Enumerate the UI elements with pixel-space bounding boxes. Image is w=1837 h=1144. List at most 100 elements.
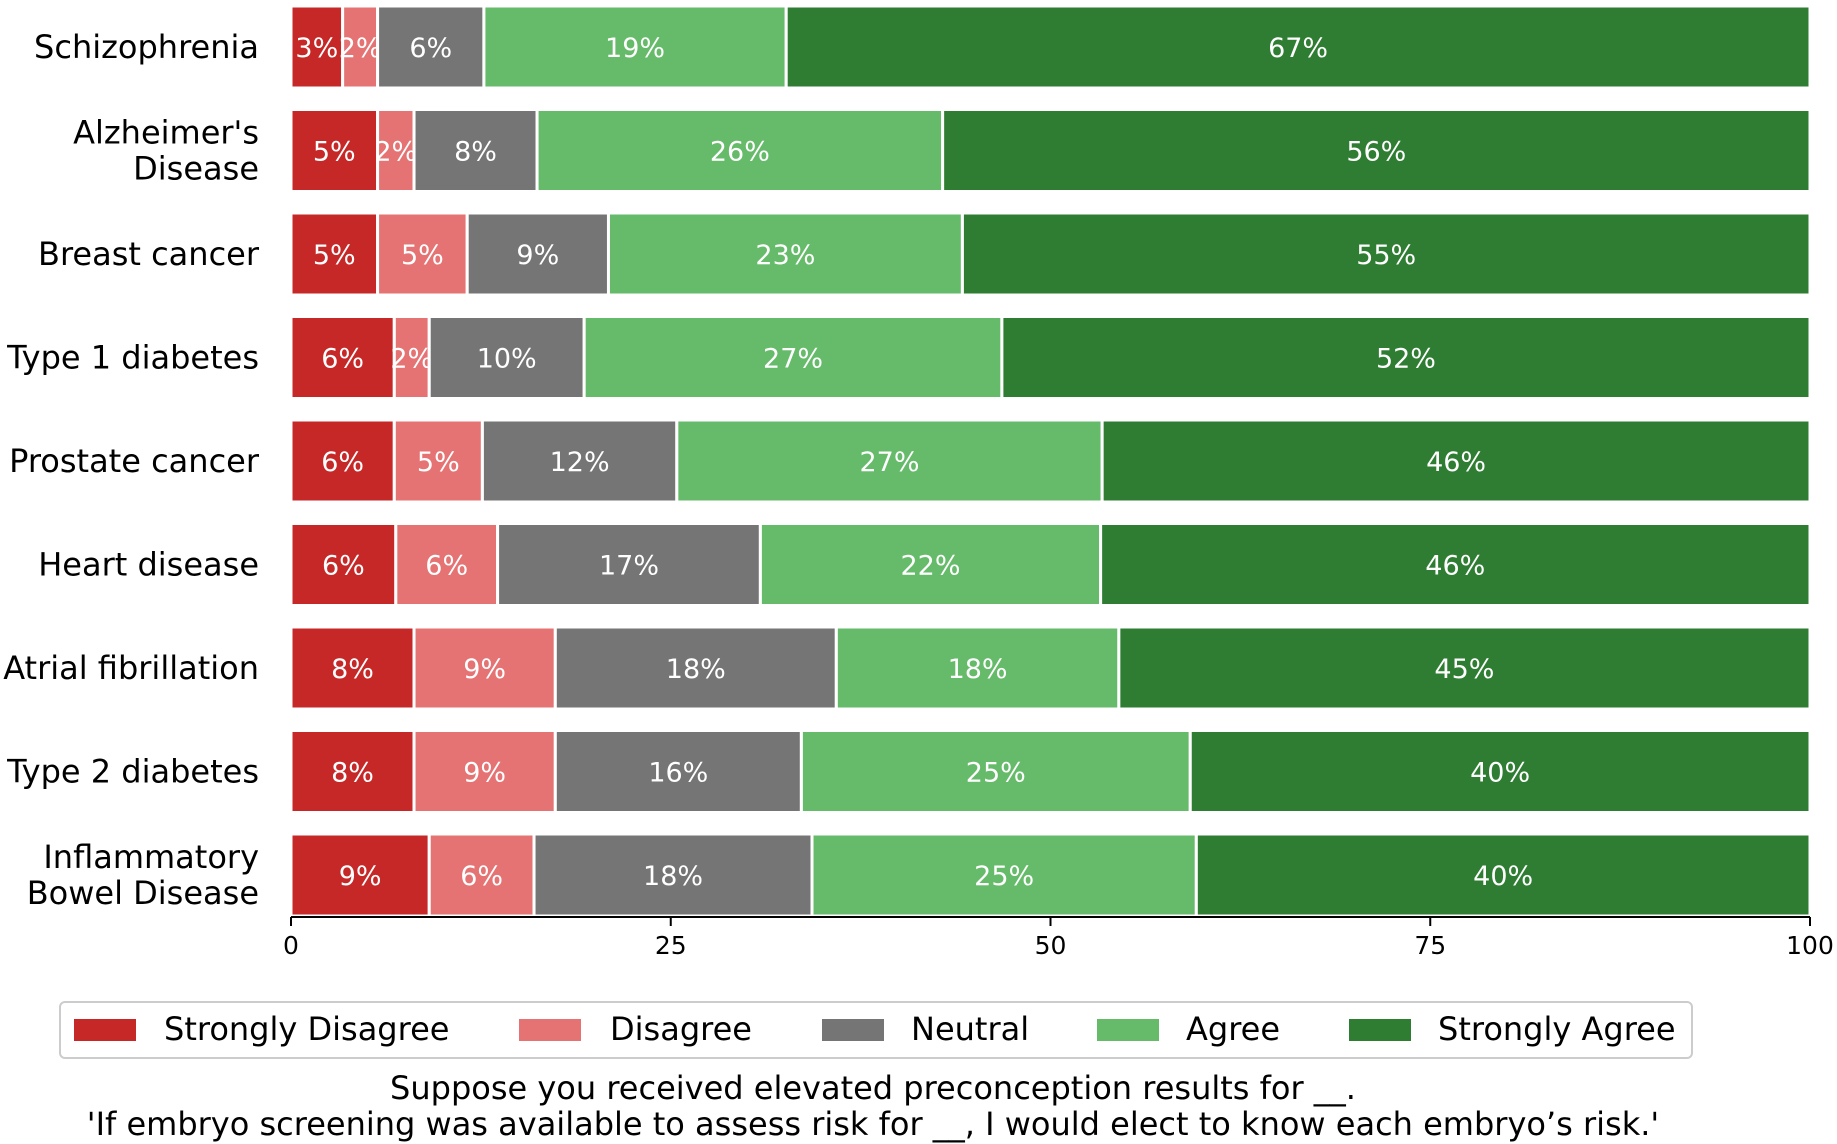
bar-segment — [412, 729, 557, 814]
data-label: 6% — [409, 33, 452, 64]
legend-item-label: Strongly Disagree — [164, 1010, 449, 1048]
bar-segment — [941, 108, 1812, 193]
data-label: 46% — [1425, 551, 1485, 582]
x-tick-label: 50 — [1035, 931, 1067, 960]
bar-segment — [465, 211, 610, 297]
bar-segment — [784, 4, 1812, 90]
data-label: 9% — [463, 758, 506, 789]
bar-segment — [553, 729, 803, 814]
legend-swatch — [74, 1019, 136, 1041]
data-label: 9% — [516, 240, 559, 271]
data-label: 27% — [763, 344, 823, 375]
bar-segment — [1100, 418, 1812, 504]
x-tick-label: 75 — [1414, 931, 1446, 960]
data-label: 16% — [648, 758, 708, 789]
legend-item-label: Disagree — [610, 1010, 752, 1048]
bar-segment — [532, 832, 814, 918]
legend-swatch — [1349, 1019, 1411, 1041]
data-label: 26% — [710, 137, 770, 168]
bar-segment — [480, 418, 679, 504]
legend-swatch — [519, 1019, 581, 1041]
bar-segment — [1000, 315, 1812, 400]
bar-segment — [392, 315, 431, 400]
legend: Strongly Disagree Disagree Neutral Agree Str… — [59, 1001, 1693, 1059]
data-label: 2% — [339, 33, 382, 64]
bar-segment — [289, 729, 416, 814]
data-label: 8% — [454, 137, 497, 168]
category-label: Inflammatory — [43, 838, 259, 876]
bar-segment — [960, 211, 1812, 297]
bar-segment — [496, 522, 762, 607]
data-label: 5% — [313, 137, 356, 168]
data-label: 6% — [321, 344, 364, 375]
caption-line: 'If embryo screening was available to as… — [87, 1105, 1659, 1143]
data-label: 18% — [643, 861, 703, 892]
bar-segment — [341, 4, 380, 90]
x-tick-label: 25 — [655, 931, 687, 960]
data-label: 5% — [417, 447, 460, 478]
bar-segment — [1188, 729, 1812, 814]
data-label: 18% — [948, 654, 1008, 685]
data-label: 22% — [900, 551, 960, 582]
bar-segment — [427, 832, 536, 918]
bar-segment — [1194, 832, 1812, 918]
data-label: 40% — [1473, 861, 1533, 892]
category-label: Schizophrenia — [34, 28, 259, 66]
data-label: 2% — [390, 344, 433, 375]
data-label: 25% — [966, 758, 1026, 789]
legend-swatch — [822, 1019, 884, 1041]
category-label: Alzheimer's — [73, 114, 259, 152]
category-label: Breast cancer — [38, 235, 260, 273]
data-label: 2% — [374, 137, 417, 168]
bar-segment — [412, 108, 539, 193]
bar-segment — [376, 108, 416, 193]
category-label: Bowel Disease — [27, 874, 259, 912]
data-label: 5% — [313, 240, 356, 271]
data-label: 3% — [295, 33, 338, 64]
data-label: 6% — [321, 447, 364, 478]
legend-swatch — [1097, 1019, 1159, 1041]
data-label: 12% — [550, 447, 610, 478]
legend-item-label: Neutral — [911, 1010, 1029, 1048]
bar-segment — [376, 4, 486, 90]
bar-segment — [392, 418, 484, 504]
bar-segment — [799, 729, 1192, 814]
bar-segment — [582, 315, 1004, 400]
category-label: Disease — [133, 150, 259, 188]
x-tick-label: 0 — [283, 931, 299, 960]
data-label: 10% — [477, 344, 537, 375]
data-label: 23% — [755, 240, 815, 271]
caption: Suppose you received elevated preconcept… — [87, 1069, 1659, 1143]
bar-segment — [427, 315, 586, 400]
bars-area: 3% 2% 6% 19% 67%5% 2% 8% 26% 56%5% 5% 9% 23% 55%6% 2%… — [289, 4, 1812, 918]
data-label: 18% — [666, 654, 726, 685]
legend-item-label: Strongly Agree — [1438, 1010, 1676, 1048]
bar-segment — [289, 315, 396, 400]
bar-segment — [834, 625, 1121, 711]
data-label: 19% — [605, 33, 665, 64]
bar-segment — [289, 108, 380, 193]
bar-segment — [376, 211, 469, 297]
data-label: 5% — [401, 240, 444, 271]
data-label: 9% — [339, 861, 382, 892]
data-label: 55% — [1356, 240, 1416, 271]
caption-line: Suppose you received elevated preconcept… — [390, 1069, 1356, 1107]
data-label: 67% — [1268, 33, 1328, 64]
bar-segment — [758, 522, 1103, 607]
data-label: 25% — [974, 861, 1034, 892]
category-label: Type 1 diabetes — [6, 339, 259, 377]
data-label: 6% — [322, 551, 365, 582]
data-label: 8% — [331, 758, 374, 789]
data-label: 8% — [331, 654, 374, 685]
bar-segment — [535, 108, 945, 193]
category-label: Atrial fibrillation — [3, 649, 259, 687]
data-label: 6% — [460, 861, 503, 892]
data-label: 40% — [1470, 758, 1530, 789]
data-label: 46% — [1426, 447, 1486, 478]
data-label: 27% — [859, 447, 919, 478]
bar-segment — [289, 418, 396, 504]
bar-segment — [289, 4, 345, 90]
data-label: 17% — [599, 551, 659, 582]
